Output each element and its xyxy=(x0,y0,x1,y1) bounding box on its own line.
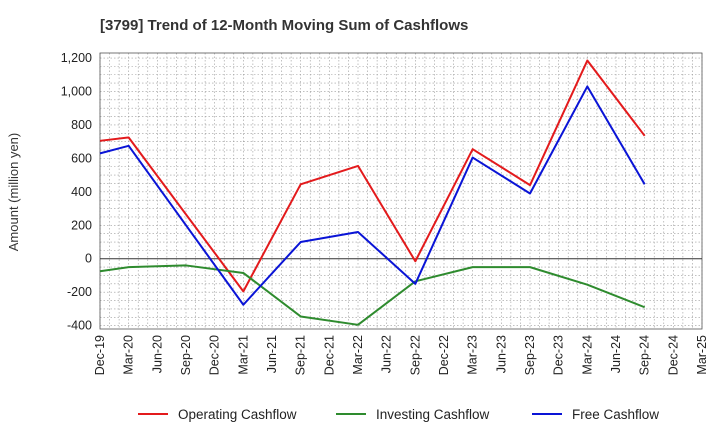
y-tick-label: 600 xyxy=(71,151,92,165)
y-tick-label: 200 xyxy=(71,218,92,232)
x-tick-label: Dec-22 xyxy=(437,335,451,375)
x-tick-label: Mar-23 xyxy=(466,335,480,375)
legend-label: Free Cashflow xyxy=(572,407,659,422)
series-line-investing-cashflow xyxy=(99,264,646,326)
x-tick-label: Dec-23 xyxy=(552,335,566,375)
x-tick-label: Dec-21 xyxy=(322,335,336,375)
x-tick-label: Dec-19 xyxy=(93,335,107,375)
y-tick-label: -200 xyxy=(67,285,92,299)
y-tick-label: -400 xyxy=(67,319,92,333)
x-tick-label: Mar-21 xyxy=(236,335,250,375)
chart-title: [3799] Trend of 12-Month Moving Sum of C… xyxy=(100,17,468,34)
plot-frame xyxy=(99,52,703,330)
y-tick-label: 1,000 xyxy=(61,84,92,98)
y-tick-label: 0 xyxy=(85,252,92,266)
x-tick-label: Mar-25 xyxy=(695,335,709,375)
series-line-free-cashflow xyxy=(99,85,646,306)
x-tick-label: Dec-24 xyxy=(666,335,680,375)
x-tick-label: Mar-22 xyxy=(351,335,365,375)
x-tick-label: Jun-22 xyxy=(380,335,394,373)
y-tick-label: 800 xyxy=(71,118,92,132)
x-tick-label: Sep-21 xyxy=(294,335,308,375)
y-tick-label: 1,200 xyxy=(61,51,92,65)
axes xyxy=(99,52,703,330)
y-axis-label: Amount (million yen) xyxy=(6,133,21,252)
x-tick-label: Jun-20 xyxy=(150,335,164,373)
x-tick-label: Sep-23 xyxy=(523,335,537,375)
legend-label: Investing Cashflow xyxy=(376,407,490,422)
x-tick-label: Jun-24 xyxy=(609,335,623,373)
x-tick-label: Mar-24 xyxy=(580,335,594,375)
legend: Operating Cashflow Investing Cashflow Free… xyxy=(138,407,659,422)
y-tick-label: 400 xyxy=(71,185,92,199)
x-tick-label: Mar-20 xyxy=(122,335,136,375)
x-tick-label: Jun-23 xyxy=(494,335,508,373)
series-line-operating-cashflow xyxy=(99,59,646,293)
series-layer xyxy=(99,59,646,326)
x-tick-labels: Dec-19 Mar-20 Jun-20 Sep-20 Dec-20 Mar-21 Jun-… xyxy=(93,335,709,375)
x-tick-label: Dec-20 xyxy=(208,335,222,375)
x-tick-label: Sep-22 xyxy=(408,335,422,375)
legend-label: Operating Cashflow xyxy=(178,407,297,422)
y-tick-labels: -400 -200 0 200 400 600 800 1,000 1,200 xyxy=(61,51,92,333)
x-tick-label: Sep-20 xyxy=(179,335,193,375)
grid-lines xyxy=(99,53,703,329)
x-tick-label: Jun-21 xyxy=(265,335,279,373)
x-tick-label: Sep-24 xyxy=(638,335,652,375)
